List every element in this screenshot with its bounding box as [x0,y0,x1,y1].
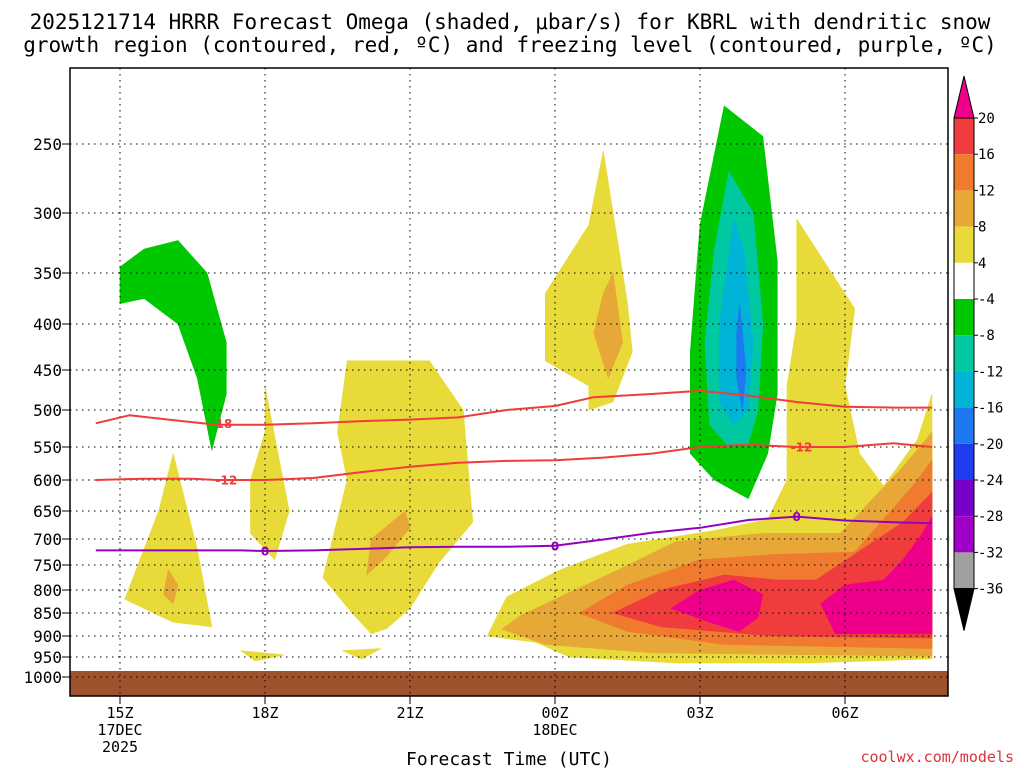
ytick-label-350: 350 [33,264,62,283]
colorbar-band-5 [954,299,974,336]
colorbar-band-7 [954,371,974,408]
ytick-label-800: 800 [33,581,62,600]
omega-region-7 [544,150,633,411]
contour-label-4: 0 [551,539,559,553]
contour-label-2: -12 [791,441,813,455]
ytick-label-250: 250 [33,135,62,154]
colorbar-band-4 [954,262,974,299]
omega-region-13 [670,579,764,632]
omega-region-8 [593,272,624,379]
omega-region-4 [322,360,474,635]
xtick-label-27-0: 03Z [686,704,713,722]
colorbar-band-10 [954,480,974,517]
ytick-label-1000: 1000 [23,668,62,687]
colorbar-label-10: -24 [978,473,1003,489]
omega-region-6 [341,648,382,660]
omega-region-2 [250,385,290,561]
omega-region-5 [366,510,411,576]
y-axis: 250 300 350 400 450 500 550 600 650 700 750 800 850 9… [23,135,70,687]
ytick-label-950: 950 [33,648,62,667]
colorbar-label-12: -32 [978,545,1003,561]
colorbar-band-2 [954,190,974,227]
contour-label-1: -12 [215,474,237,488]
colorbar-band-6 [954,335,974,372]
colorbar-band-3 [954,226,974,263]
chart-title-line1: 2025121714 HRRR Forecast Omega (shaded, … [30,10,991,34]
colorbar-label-9: -20 [978,437,1003,453]
colorbar-band-1 [954,154,974,191]
colorbar-bottom-arrow [953,588,975,631]
xtick-label-24-1: 18DEC [532,721,577,739]
ytick-label-600: 600 [33,471,62,490]
x-axis-title: Forecast Time (UTC) [406,749,612,768]
colorbar-band-12 [954,552,974,589]
ytick-label-300: 300 [33,204,62,223]
colorbar-band-11 [954,516,974,553]
isotherm-minus18-line [95,389,932,426]
isotherm-minus12-line [95,442,933,481]
xtick-label-15-1: 17DEC [97,721,142,739]
xtick-label-18-0: 18Z [251,704,278,722]
xtick-label-15-2: 2025 [102,738,138,756]
colorbar-label-8: -16 [978,401,1003,417]
colorbar-label-5: -4 [978,292,995,308]
contour-label-0: -18 [211,417,233,431]
colorbar-band-8 [954,407,974,444]
ground-fill [70,671,948,696]
colorbar-band-9 [954,443,974,480]
colorbar-label-11: -28 [978,509,1003,525]
xtick-label-21-0: 21Z [396,704,423,722]
ytick-label-450: 450 [33,361,62,380]
ytick-label-900: 900 [33,627,62,646]
ytick-label-750: 750 [33,556,62,575]
colorbar-label-13: -36 [978,582,1003,598]
chart-title-line2: growth region (contoured, red, ºC) and f… [23,33,997,57]
contour-label-3: 0 [261,544,269,558]
colorbar-label-2: 12 [978,183,995,199]
xtick-label-30-0: 06Z [831,704,858,722]
ytick-label-400: 400 [33,315,62,334]
ytick-label-650: 650 [33,502,62,521]
colorbar-label-0: 20 [978,111,995,127]
omega-region-15 [119,240,227,451]
ytick-label-700: 700 [33,530,62,549]
plot-frame [69,67,949,697]
ytick-label-500: 500 [33,401,62,420]
credit-text: coolwx.com/models [860,748,1014,766]
colorbar-top-arrow [953,75,975,119]
xtick-label-24-0: 00Z [541,704,568,722]
xtick-label-15-0: 15Z [106,704,133,722]
temperature-contours [95,389,933,552]
ground-layer [70,671,948,696]
ytick-label-850: 850 [33,604,62,623]
contour-label-5: 0 [792,510,800,524]
colorbar-label-7: -12 [978,364,1003,380]
ytick-label-550: 550 [33,438,62,457]
freezing-level-line [95,515,933,552]
omega-region-1 [163,569,179,605]
colorbar-label-1: 16 [978,147,995,163]
omega-region-14 [820,516,933,635]
colorbar-label-6: -8 [978,328,995,344]
colorbar-label-4: 4 [978,256,986,272]
omega-region-3 [240,650,285,662]
omega-shading [119,105,933,664]
colorbar-band-0 [954,118,974,155]
colorbar: 20 16 12 8 4 -4 -8 -12 -16 -20 -24 -28 -32 -36 [953,75,1003,631]
contour-labels: -18 -12 -12 0 0 0 [211,417,813,559]
colorbar-label-3: 8 [978,220,986,236]
